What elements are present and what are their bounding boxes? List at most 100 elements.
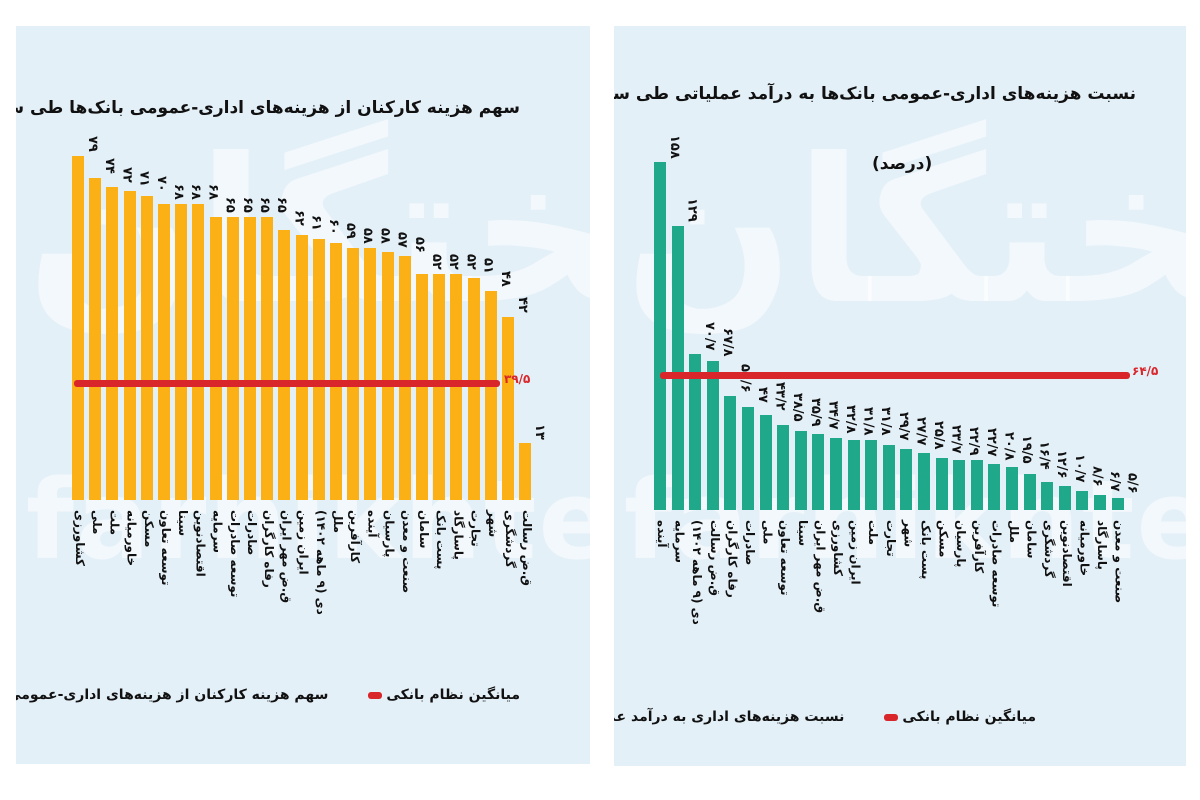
bar-value-label: ۷۲ bbox=[119, 166, 135, 183]
category-label: کشاورزی bbox=[73, 510, 87, 566]
bar-value-label: ۵۸ bbox=[377, 227, 393, 244]
bar-value-label: ۶۲ bbox=[291, 210, 307, 227]
legend-series-label: نسبت هزینه‌های اداری به درآمد عملیاتی bbox=[614, 709, 845, 725]
right-chart-plot: ۱۵۸۱۲۹۷۰/۷۶۷/۸۵۱/۶۴۷۴۳/۲۳۸/۵۳۵/۹۳۴/۷۳۲/۸… bbox=[654, 26, 1144, 510]
bar-value-label: ۱۲/۶ bbox=[1054, 449, 1070, 479]
category-label: مسکن bbox=[141, 510, 156, 548]
right-average-line bbox=[660, 372, 1130, 379]
category-label: کارآفرین bbox=[971, 520, 986, 574]
category-label: رفاه کارگران bbox=[262, 510, 277, 588]
bar bbox=[830, 437, 842, 510]
bar-value-label: ۷۴ bbox=[102, 158, 118, 175]
bar-value-label: ۵۹ bbox=[343, 223, 358, 240]
bar bbox=[502, 317, 514, 500]
category-label: اقتصادنوین bbox=[1059, 520, 1074, 587]
bar-value-label: ۷۰ bbox=[153, 175, 169, 192]
bar bbox=[918, 453, 930, 510]
bar-value-label: ۶۷/۸ bbox=[719, 328, 735, 357]
category-label: توسعه تعاون bbox=[159, 510, 173, 586]
bar-value-label: ۵۷ bbox=[394, 232, 410, 249]
bar-value-label: ۱۲۹ bbox=[684, 198, 700, 223]
bar-value-label: ۵۲ bbox=[446, 253, 462, 270]
bar-value-label: ۳۸/۵ bbox=[790, 392, 806, 422]
bar bbox=[261, 217, 274, 500]
legend-item-average: میانگین نظام بانکی bbox=[368, 687, 520, 703]
category-label: ایران زمین bbox=[296, 510, 311, 575]
bar-value-label: ۶/۷ bbox=[1107, 470, 1122, 492]
bar-value-label: ۵۲ bbox=[429, 253, 444, 270]
bar-value-label: ۱۹/۵ bbox=[1019, 434, 1034, 464]
left-average-line bbox=[74, 380, 500, 387]
bar-value-label: ۲۲/۹ bbox=[966, 427, 982, 456]
bar-value-label: ۷۹ bbox=[85, 136, 100, 153]
category-label: کارآفرین bbox=[348, 510, 363, 564]
average-swatch bbox=[368, 691, 383, 699]
bar bbox=[244, 217, 256, 500]
bar bbox=[398, 256, 411, 500]
bar bbox=[865, 440, 878, 510]
bar bbox=[1076, 491, 1089, 510]
category-label: دی (۹ ماهه ۱۴۰۲) bbox=[313, 510, 328, 615]
bar-value-label: ۳۴/۷ bbox=[825, 401, 841, 430]
category-label: تجارت bbox=[883, 520, 898, 557]
category-label: سامان bbox=[417, 510, 431, 549]
category-label: گردشگری bbox=[1042, 520, 1057, 578]
left-chart-panel: فرهیختگان farhikhtegan سهم هزینه کارکنان… bbox=[16, 26, 590, 764]
category-label: دی (۹ ماهه ۱۴۰۲) bbox=[690, 520, 705, 625]
bar-value-label: ۲۹/۷ bbox=[895, 412, 911, 441]
legend-average-label: میانگین نظام بانکی bbox=[386, 687, 520, 703]
bar-value-label: ۶۵ bbox=[257, 197, 272, 214]
bar-value-label: ۶۵ bbox=[239, 197, 255, 214]
bar-value-label: ۴۳/۲ bbox=[772, 382, 788, 411]
bar-value-label: ۶۵ bbox=[274, 197, 290, 214]
bar bbox=[295, 234, 308, 500]
bar bbox=[519, 443, 532, 500]
category-label: ملت bbox=[866, 520, 881, 546]
category-label: توسعه صادرات bbox=[989, 520, 1004, 608]
bar-value-label: ۶۵ bbox=[222, 197, 238, 214]
bar bbox=[812, 433, 825, 510]
bar-value-label: ۶۱ bbox=[308, 214, 324, 231]
category-label: اقتصادنوین bbox=[193, 510, 208, 577]
category-label: ملی bbox=[760, 520, 775, 545]
bar-value-label: ۲۵/۸ bbox=[931, 420, 946, 450]
category-label: پارسیان bbox=[954, 520, 969, 568]
bar-value-label: ۳۱/۸ bbox=[860, 407, 876, 437]
category-label: پست بانک bbox=[919, 520, 933, 580]
bar bbox=[777, 425, 790, 510]
right-chart-panel: فرهیختگان farhikhtegan نسبت هزینه‌های اد… bbox=[614, 26, 1186, 766]
category-label: کشاورزی bbox=[831, 520, 845, 576]
bar-value-label: ۶۰ bbox=[325, 219, 341, 235]
bar bbox=[900, 449, 913, 510]
category-label: پاسارگاد bbox=[1095, 520, 1109, 570]
legend-item-series: سهم هزینه کارکنان از هزینه‌های اداری-عمو… bbox=[16, 686, 328, 704]
legend-series-label: سهم هزینه کارکنان از هزینه‌های اداری-عمو… bbox=[16, 687, 329, 703]
right-legend: میانگین نظام بانکی نسبت هزینه‌های اداری … bbox=[614, 708, 1036, 726]
bar bbox=[847, 440, 860, 510]
bar bbox=[312, 239, 325, 500]
bar bbox=[140, 195, 153, 500]
category-label: صنعت و معدن bbox=[1112, 520, 1127, 604]
bar bbox=[794, 431, 807, 510]
category-label: توسعه تعاون bbox=[778, 520, 793, 596]
category-label: پاسارگاد bbox=[451, 510, 466, 560]
bar bbox=[89, 178, 102, 500]
right-chart-title: نسبت هزینه‌های اداری-عمومی بانک‌ها به در… bbox=[614, 84, 1136, 104]
bar bbox=[706, 360, 719, 510]
category-label: تجارت bbox=[468, 510, 483, 547]
left-chart-plot: ۷۹ ۷۴ ۷۲ ۷۱ ۷۰ ۶۸ ۶۸ ۶۸ ۶۵ ۶۵ ۶۵ ۶۵ ۶۲ ۶۱ ۶۰ ۵۹ ۵۸ ۵۸ ۵۷ ۵۶… bbox=[72, 26, 547, 500]
category-label: خاورمیانه bbox=[124, 510, 139, 567]
bar-value-label: ۷۱ bbox=[136, 171, 152, 188]
bar-value-label: ۵۱ bbox=[480, 258, 496, 275]
category-label: صنعت و معدن bbox=[399, 510, 414, 594]
bar-value-label: ۱۵۸ bbox=[667, 134, 682, 159]
bar bbox=[724, 396, 737, 510]
bar-value-label: ۲۷/۷ bbox=[913, 416, 929, 446]
average-swatch bbox=[884, 713, 899, 721]
bar-value-label: ۴۷ bbox=[755, 386, 770, 403]
category-label: ملی bbox=[90, 510, 105, 535]
left-average-label: ۳۹/۵ bbox=[504, 372, 531, 386]
category-label: شهر bbox=[901, 520, 916, 548]
bar-value-label: ۵/۶ bbox=[1124, 473, 1140, 494]
bar bbox=[123, 191, 136, 500]
